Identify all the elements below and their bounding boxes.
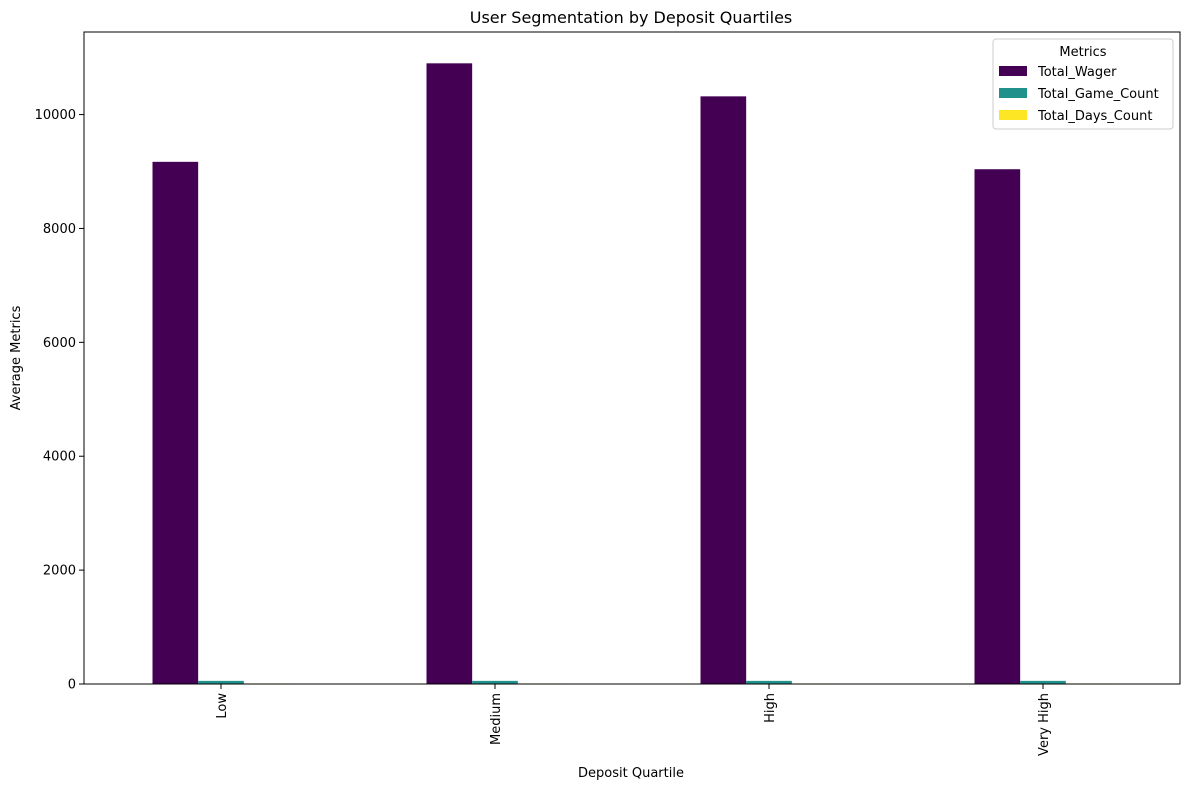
legend-swatch bbox=[999, 66, 1027, 76]
bars-group bbox=[152, 63, 1112, 685]
x-tick-label: Medium bbox=[489, 693, 504, 745]
y-tick-label: 6000 bbox=[43, 336, 76, 351]
legend-swatch bbox=[999, 110, 1027, 120]
bar-total-wager-very-high bbox=[974, 169, 1021, 685]
x-axis: Low Medium High Very High bbox=[215, 684, 1052, 756]
bar-total-wager-medium bbox=[426, 63, 473, 684]
x-tick-label: High bbox=[763, 693, 778, 723]
legend-label: Total_Wager bbox=[1037, 65, 1117, 80]
legend-label: Total_Days_Count bbox=[1037, 109, 1152, 124]
y-tick-label: 2000 bbox=[43, 564, 76, 579]
legend-swatch bbox=[999, 88, 1027, 98]
legend-box bbox=[992, 38, 1174, 130]
bar-total-game-count-medium bbox=[472, 680, 518, 684]
y-axis-label: Average Metrics bbox=[9, 305, 24, 410]
bar-total-game-count-low bbox=[198, 680, 244, 684]
x-axis-label: Deposit Quartile bbox=[578, 766, 684, 781]
plot-frame bbox=[83, 31, 1181, 685]
bar-total-wager-low bbox=[152, 161, 199, 684]
x-tick-label: Very High bbox=[1037, 693, 1052, 756]
y-tick-label: 4000 bbox=[43, 450, 76, 465]
chart-title: User Segmentation by Deposit Quartiles bbox=[470, 8, 793, 27]
x-tick-label: Low bbox=[215, 693, 230, 719]
bar-total-game-count-high bbox=[746, 680, 792, 684]
y-tick-label: 8000 bbox=[43, 222, 76, 237]
legend-label: Total_Game_Count bbox=[1037, 87, 1159, 102]
y-tick-label: 10000 bbox=[35, 108, 76, 123]
legend-items: Total_Wager Total_Game_Count Total_Days_Co… bbox=[999, 65, 1159, 124]
bar-total-wager-high bbox=[700, 96, 747, 685]
bar-total-game-count-very-high bbox=[1020, 680, 1066, 684]
legend: Metrics Total_WagerTotal_Game_CountTotal… bbox=[992, 38, 1174, 130]
y-tick-label: 0 bbox=[68, 678, 76, 693]
y-axis: 0 2000 4000 6000 8000 10000 bbox=[35, 108, 84, 693]
legend-title: Metrics bbox=[1059, 45, 1106, 60]
